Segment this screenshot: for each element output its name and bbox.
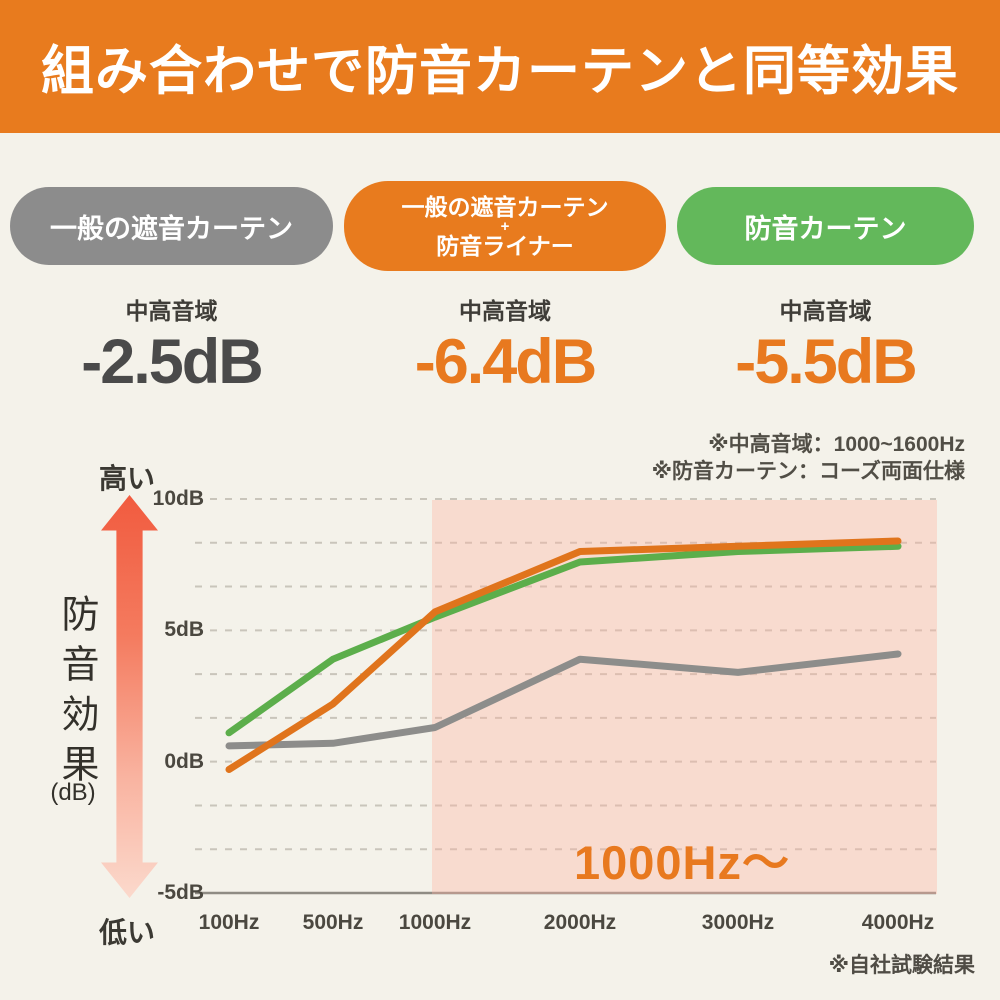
badge-soundproof-curtain: 防音カーテン	[677, 187, 974, 265]
attenuation-stats: 中高音域 -2.5dB 中高音域 -6.4dB 中高音域 -5.5dB	[10, 292, 975, 394]
plus-sign: +	[500, 217, 510, 235]
y-axis-high-label: 高い	[98, 463, 155, 494]
stat-range-label: 中高音域	[779, 298, 872, 324]
stat-range-label: 中高音域	[459, 298, 551, 324]
note-soundproof-spec: ※防音カーテン：コーズ両面仕様	[651, 460, 965, 483]
y-axis-label: 0dB	[164, 749, 204, 773]
x-axis-label: 3000Hz	[701, 911, 775, 934]
x-axis-label: 100Hz	[198, 911, 260, 934]
stat-range-label: 中高音域	[125, 298, 218, 324]
series-line	[225, 542, 902, 737]
stat-value: -2.5dB	[81, 327, 264, 397]
y-axis-label: 10dB	[152, 487, 204, 510]
stat-value: -5.5dB	[735, 327, 918, 397]
x-axis-label: 2000Hz	[543, 911, 617, 934]
y-axis-label: -5dB	[157, 881, 204, 904]
stat-curtain-plus-liner: 中高音域 -6.4dB	[344, 292, 666, 394]
badge-standard-curtain-plus-liner: 一般の遮音カーテン + 防音ライナー	[344, 181, 666, 271]
x-axis-label: 4000Hz	[861, 911, 935, 934]
badge-label: 防音カーテン	[744, 213, 907, 244]
header-banner: 組み合わせで防音カーテンと同等効果	[0, 0, 1000, 133]
y-axis-low-label: 低い	[98, 917, 155, 948]
source-footnote: ※自社試験結果	[828, 954, 975, 977]
stat-value: -6.4dB	[414, 327, 598, 397]
badge-label-line1: 一般の遮音カーテン	[401, 193, 609, 220]
badge-standard-sound-insulating-curtain: 一般の遮音カーテン	[10, 187, 333, 265]
chart-notes: ※中高音域：1000~1600Hz ※防音カーテン：コーズ両面仕様	[652, 431, 965, 485]
series-line	[225, 650, 902, 750]
y-axis-unit: (dB)	[50, 779, 96, 806]
note-mid-high-range: ※中高音域：1000~1600Hz	[708, 433, 965, 456]
badge-label: 一般の遮音カーテン	[50, 213, 293, 244]
stat-standard-curtain: 中高音域 -2.5dB	[10, 292, 333, 394]
page-title: 組み合わせで防音カーテンと同等効果	[41, 41, 959, 101]
x-axis-label: 500Hz	[302, 911, 364, 934]
curtain-type-badges: 一般の遮音カーテン 一般の遮音カーテン + 防音ライナー 防音カーテン	[10, 181, 975, 271]
highlight-region-label: 1000Hz〜	[574, 836, 790, 889]
series-line	[225, 537, 902, 773]
y-axis-label: 5dB	[164, 618, 204, 642]
y-axis-title: 防音効果	[55, 594, 97, 794]
x-axis-label: 1000Hz	[398, 911, 472, 934]
stat-soundproof-curtain: 中高音域 -5.5dB	[677, 292, 974, 394]
badge-label-line2: 防音ライナー	[436, 232, 574, 259]
